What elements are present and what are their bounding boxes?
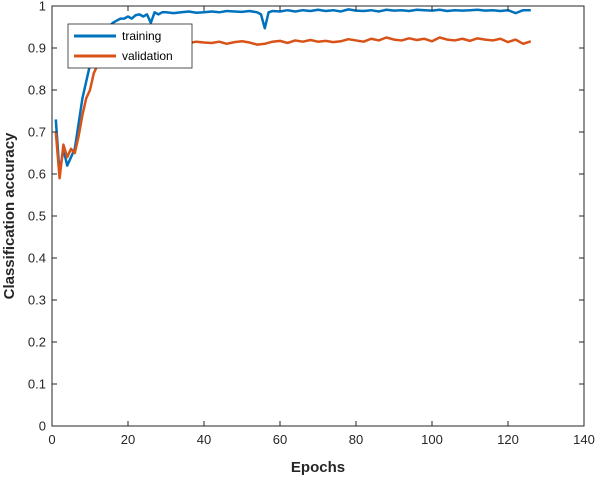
x-tick-label: 20 [121, 432, 135, 447]
x-axis-title: Epochs [291, 459, 345, 476]
y-tick-label: 0.8 [28, 83, 46, 98]
y-tick-label: 0.3 [28, 293, 46, 308]
x-tick-label: 0 [48, 432, 55, 447]
legend-label-validation: validation [122, 49, 173, 63]
plot-area [52, 6, 584, 426]
y-tick-label: 0 [39, 419, 46, 434]
y-tick-label: 0.4 [28, 251, 46, 266]
x-tick-label: 120 [497, 432, 519, 447]
x-tick-label: 40 [197, 432, 211, 447]
tick-layer: 0 20 40 60 80 100 120 140 0 0.1 0.2 0.3 0.4 0.5 0.6 0.7… [28, 0, 595, 447]
y-tick-label: 0.5 [28, 209, 46, 224]
y-tick-label: 1 [39, 0, 46, 14]
legend-label-training: training [122, 29, 161, 43]
y-tick-label: 0.1 [28, 377, 46, 392]
legend-box [67, 23, 193, 69]
y-axis-title: Classification accuracy [1, 132, 18, 299]
y-tick-label: 0.9 [28, 41, 46, 56]
y-tick-label: 0.7 [28, 125, 46, 140]
x-tick-label: 60 [273, 432, 287, 447]
y-tick-label: 0.2 [28, 335, 46, 350]
x-tick-label: 100 [421, 432, 443, 447]
y-tick-label: 0.6 [28, 167, 46, 182]
x-tick-label: 140 [573, 432, 595, 447]
legend: training validation [67, 23, 193, 69]
x-tick-label: 80 [349, 432, 363, 447]
